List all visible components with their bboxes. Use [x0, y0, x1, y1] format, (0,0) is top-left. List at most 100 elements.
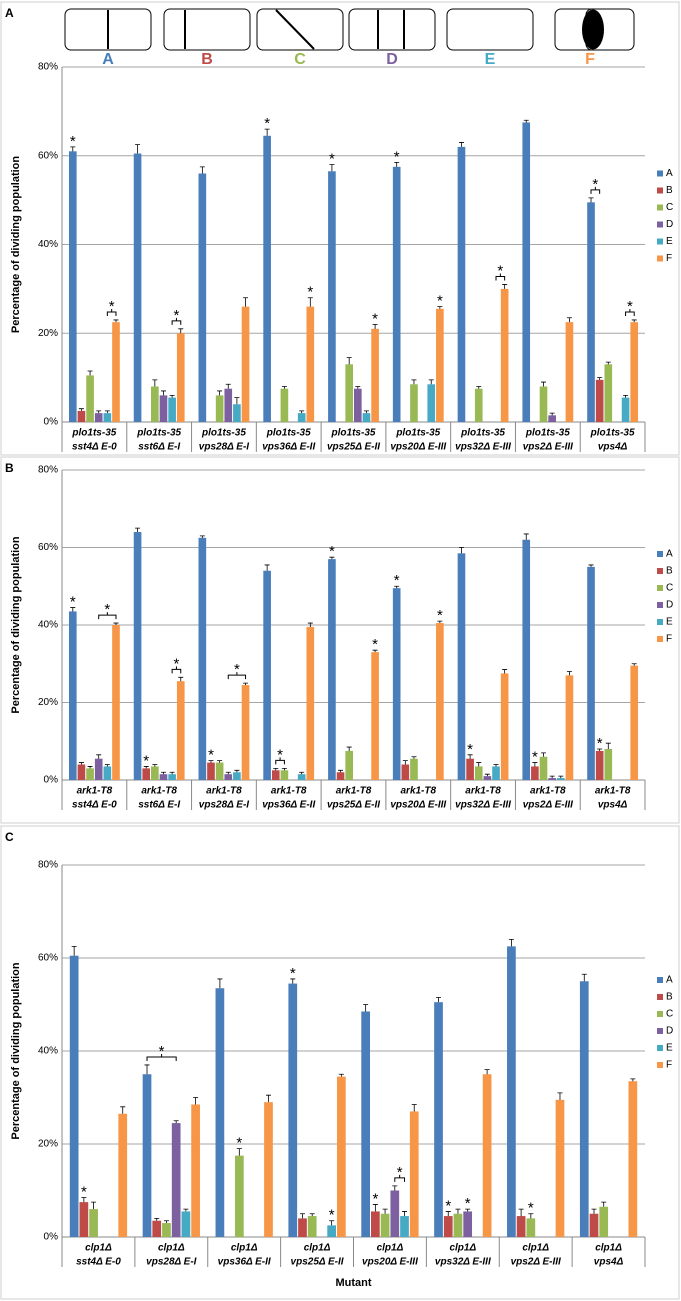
x-tick-label: vps25Δ E-II [327, 800, 380, 811]
error-bar [445, 1211, 451, 1217]
bar [264, 1102, 273, 1237]
error-bar [541, 381, 547, 387]
bar [463, 1211, 473, 1237]
legend-swatch [657, 568, 663, 574]
error-bar [208, 760, 214, 763]
error-bar [87, 370, 93, 376]
significance-mark: * [174, 655, 180, 672]
legend-swatch [657, 1045, 663, 1051]
bar [297, 774, 306, 780]
error-bar [154, 1218, 160, 1221]
bar [457, 146, 466, 422]
panel-label: B [5, 461, 14, 475]
bar [280, 388, 289, 422]
significance-bracket [625, 308, 635, 316]
bar [112, 625, 120, 780]
icon-label: B [201, 51, 213, 68]
x-tick-label: vps32Δ E-III [435, 1257, 491, 1268]
bar [142, 1074, 152, 1237]
bar [198, 537, 207, 780]
significance-mark: * [597, 735, 603, 752]
x-tick-label: vps20Δ E-III [390, 800, 446, 811]
x-tick-label: plo1ts-35 [460, 428, 505, 439]
error-bar [71, 945, 77, 956]
x-tick-label: vps4Δ [594, 1257, 624, 1268]
error-bar [135, 144, 141, 154]
x-tick-label: ark1-T8 [595, 786, 631, 797]
significance-bracket [106, 308, 117, 316]
y-tick-label: 60% [38, 953, 58, 964]
significance-bracket [227, 672, 247, 680]
error-bar [601, 1201, 607, 1207]
bar [198, 173, 207, 422]
bar [362, 413, 371, 422]
bar [516, 1216, 526, 1237]
significance-mark: * [159, 1043, 165, 1060]
legend-swatch [657, 204, 663, 211]
legend-label: E [666, 1043, 673, 1054]
x-tick-label: vps32Δ E-III [455, 800, 511, 811]
legend-label: D [666, 600, 673, 611]
error-bar [428, 379, 434, 385]
bar [176, 681, 185, 780]
significance-bracket [495, 273, 506, 281]
significance-mark: * [467, 741, 473, 758]
bar [565, 322, 574, 422]
bar [409, 1111, 419, 1237]
bar [579, 981, 589, 1237]
error-bar [523, 533, 529, 540]
error-bar [528, 1213, 534, 1219]
error-bar [265, 1094, 271, 1103]
y-tick-label: 0% [44, 775, 59, 786]
error-bar [299, 410, 305, 414]
bar [191, 1104, 200, 1237]
legend-swatch [657, 1028, 663, 1034]
legend-label: D [666, 219, 673, 230]
error-bar [299, 771, 305, 775]
error-bar [363, 410, 369, 414]
bar [77, 410, 86, 422]
bar [68, 151, 77, 422]
bar [168, 397, 176, 422]
division-icon [64, 8, 152, 51]
bar [224, 774, 233, 780]
bar [234, 1155, 244, 1237]
error-bar [597, 377, 603, 380]
error-bar [152, 379, 158, 387]
bar [531, 766, 539, 780]
septum [275, 9, 315, 50]
bar [207, 762, 215, 780]
x-tick-label: vps25Δ E-II [291, 1257, 344, 1268]
error-bar [70, 146, 76, 152]
bar [483, 776, 492, 780]
error-bar [329, 556, 335, 560]
error-bar [225, 771, 231, 775]
x-tick-label: ark1-T8 [400, 786, 436, 797]
bar [507, 946, 516, 1237]
bar [133, 532, 142, 780]
bar [280, 770, 289, 780]
x-tick-label: ark1-T8 [271, 786, 307, 797]
bar [565, 675, 574, 780]
division-icon [256, 8, 344, 51]
bar [587, 202, 595, 422]
x-tick-label: plo1ts-35 [266, 428, 311, 439]
y-axis-label: Percentage of dividing population [10, 962, 22, 1140]
panel-border [0, 825, 680, 1300]
error-bar [243, 682, 249, 686]
legend-label: F [666, 253, 672, 264]
bar [241, 306, 250, 422]
error-bar [135, 527, 141, 532]
y-tick-label: 60% [38, 542, 58, 553]
bar [361, 1011, 371, 1237]
error-bar [281, 386, 287, 389]
x-tick-label: vps28Δ E-I [146, 1257, 196, 1268]
error-bar [465, 1208, 471, 1212]
error-bar [113, 622, 119, 625]
bar [306, 306, 315, 422]
x-tick-label: vps20Δ E-III [390, 442, 446, 453]
error-bar [178, 328, 184, 334]
significance-mark: * [394, 148, 400, 165]
error-bar [411, 379, 417, 385]
error-bar [591, 1208, 597, 1214]
